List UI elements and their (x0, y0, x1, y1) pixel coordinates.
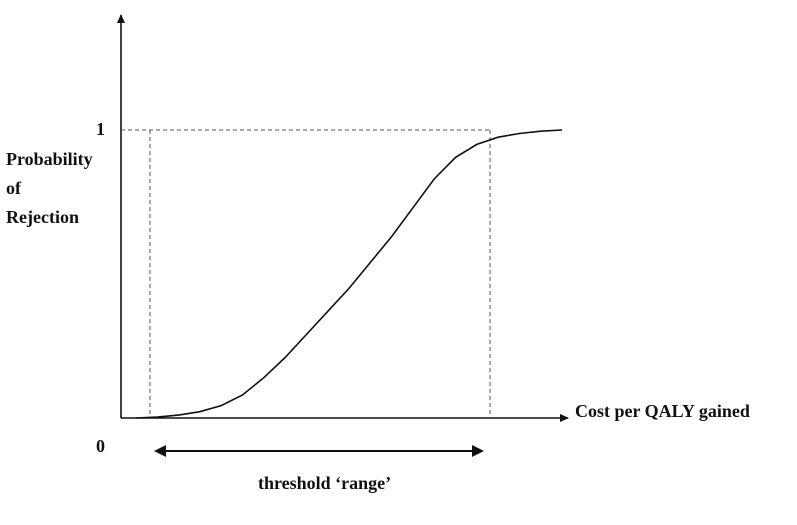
y-tick-0: 0 (96, 436, 105, 456)
threshold-arrow-left-head (154, 445, 166, 457)
threshold-range-label: threshold ‘range’ (258, 473, 392, 493)
x-axis-label: Cost per QALY gained (575, 401, 750, 421)
y-tick-1: 1 (96, 119, 105, 139)
y-axis-label-line-1: Probability (6, 149, 93, 169)
threshold-arrow-right-head (472, 445, 484, 457)
y-axis-label-line-3: Rejection (6, 207, 79, 227)
y-axis-label: Probability of Rejection (6, 150, 93, 237)
rejection-probability-curve (135, 129, 563, 419)
y-axis-label-line-2: of (6, 178, 21, 198)
